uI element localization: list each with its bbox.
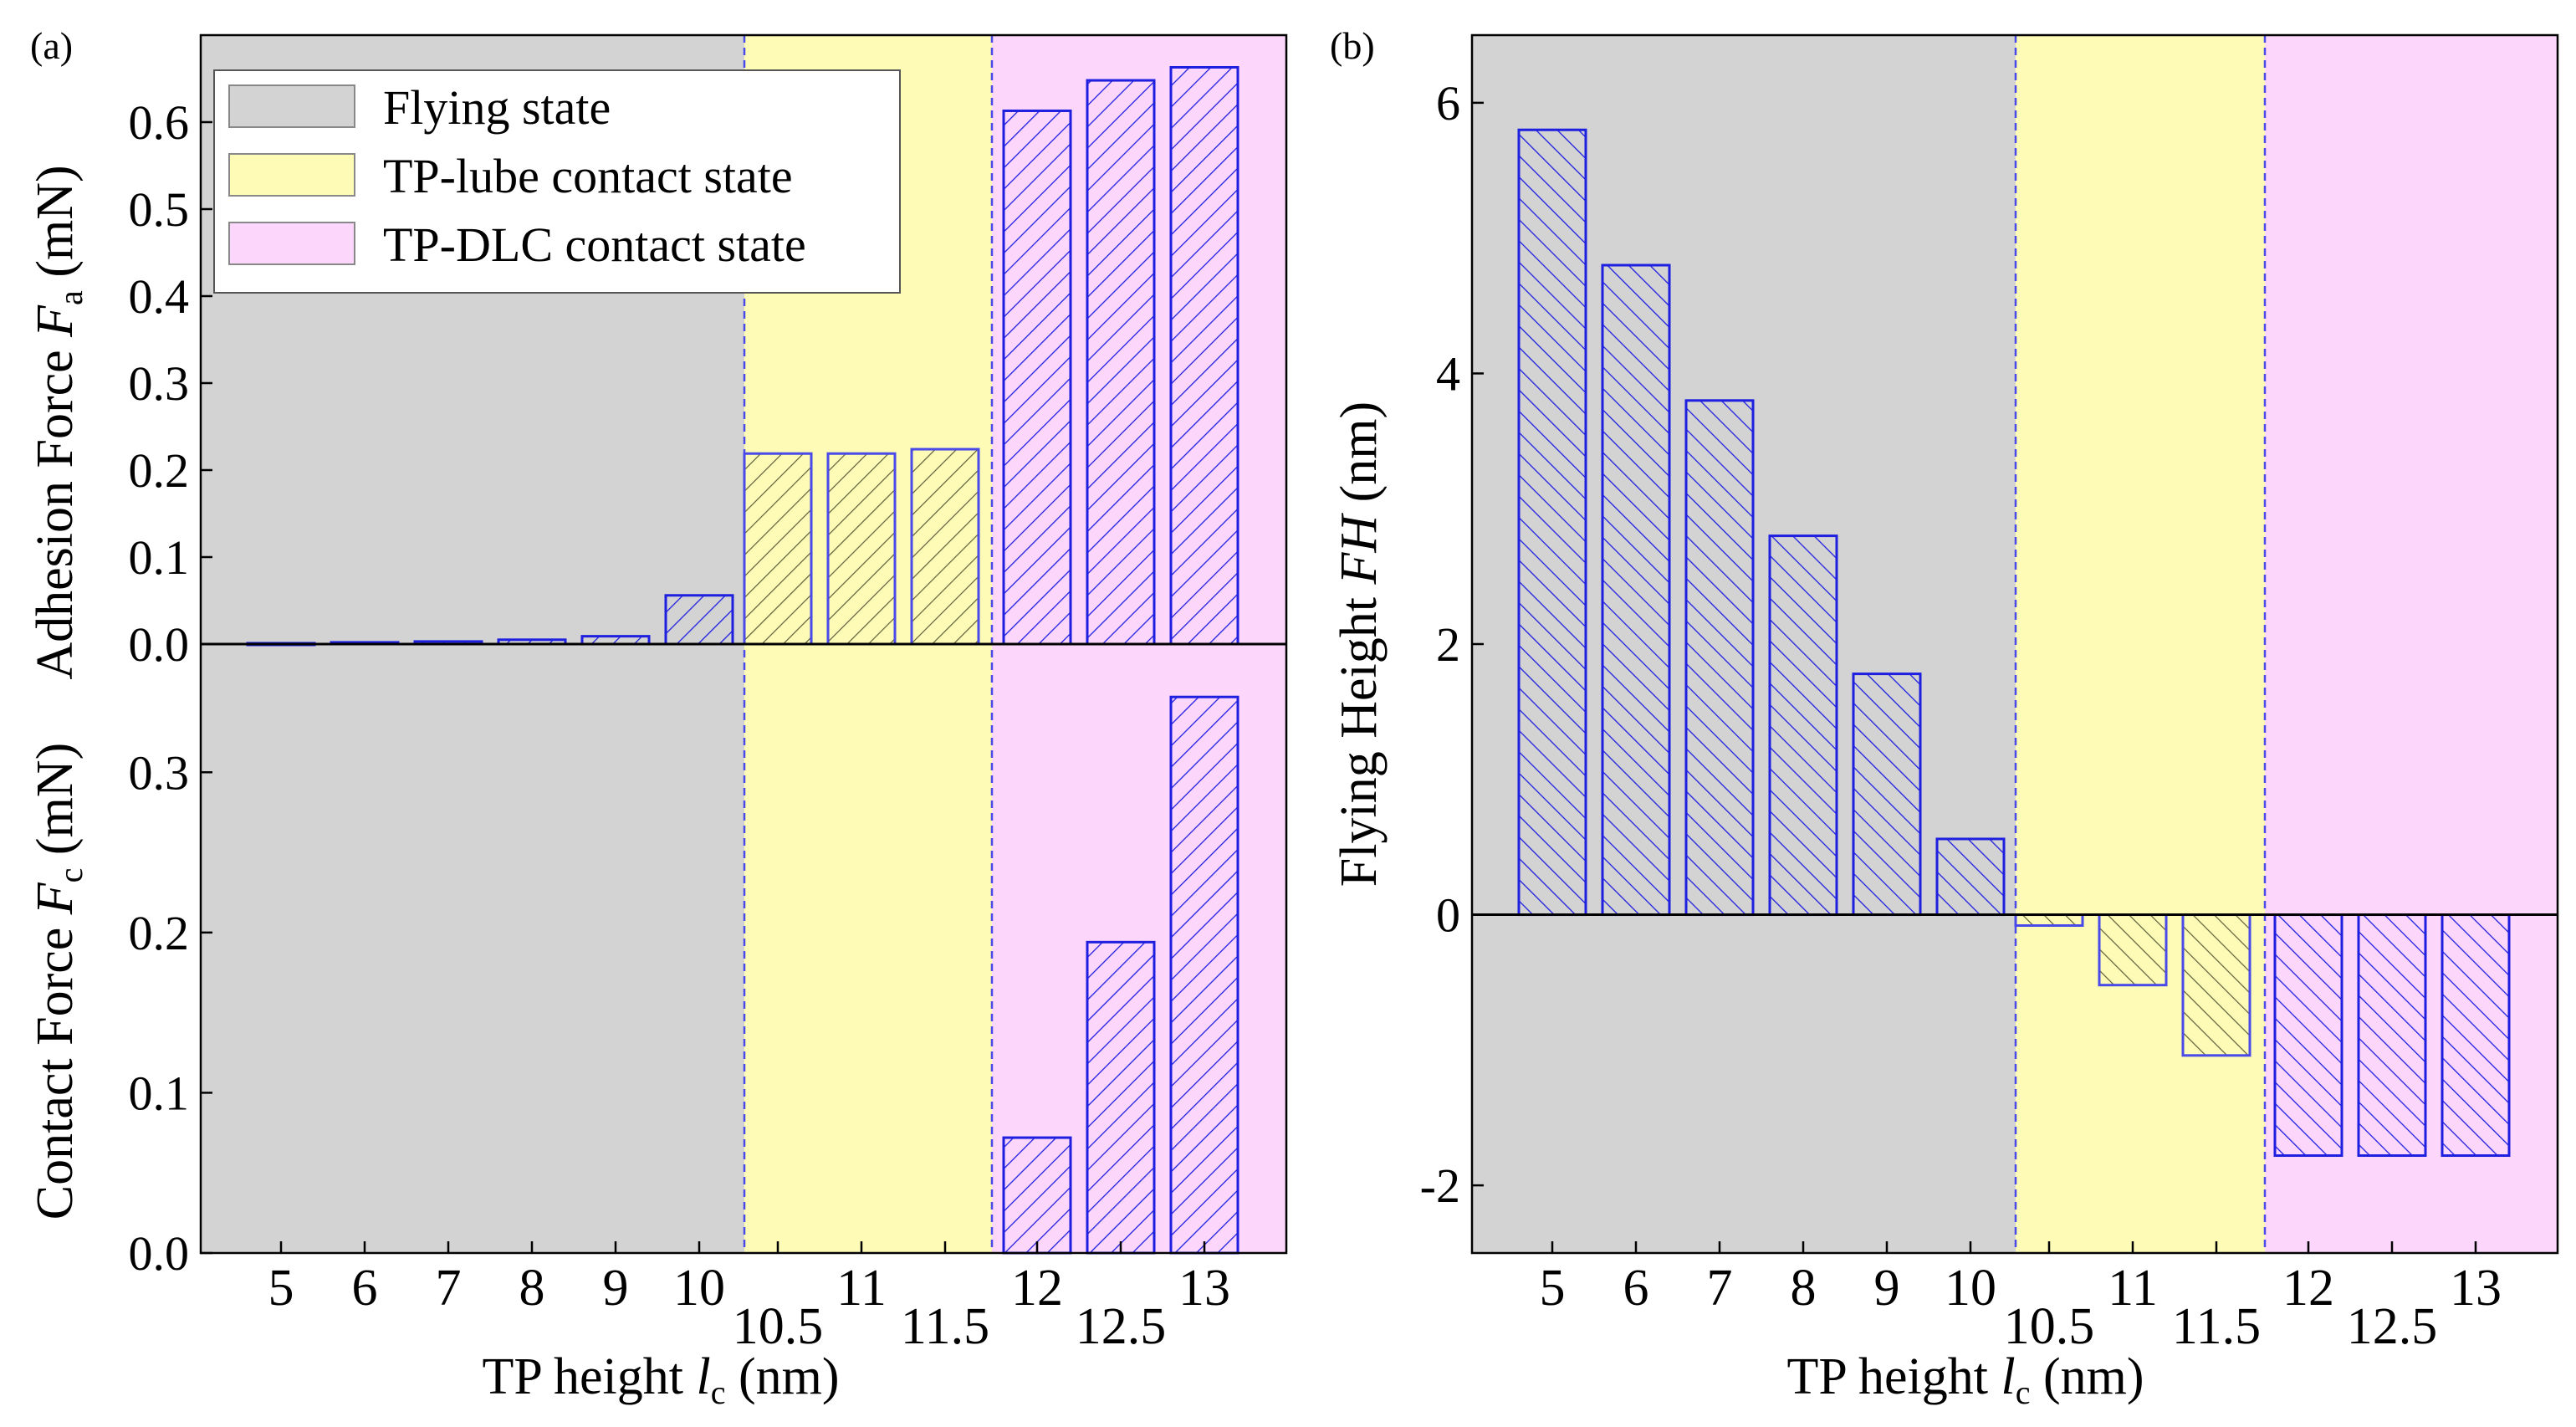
- contact-bar-13: [1169, 695, 1239, 1255]
- flying-height-bar-10: [1935, 837, 2006, 917]
- panel-b-x-tick-label: 10.5: [2004, 1298, 2095, 1355]
- flying-height-y-tick-label: -2: [1420, 1158, 1460, 1213]
- legend-label-lube: TP-lube contact state: [383, 149, 793, 203]
- flying-height-bar-5: [1517, 128, 1587, 917]
- flying-height-bar-12.5: [2357, 913, 2427, 1158]
- adhesion-bar-12.5: [1086, 79, 1156, 646]
- legend-label-dlc: TP-DLC contact state: [383, 217, 806, 272]
- flying-height-bars: [1517, 128, 2511, 1158]
- legend-swatch-lube: [228, 153, 355, 197]
- contact-y-axis-title: Contact Force Fc (mN): [27, 743, 89, 1220]
- panel-b-x-tick-label: 10: [1945, 1260, 1996, 1317]
- flying-height-bar-11.5: [2181, 913, 2251, 1057]
- flying-height-bar-10.5: [2014, 913, 2084, 927]
- adhesion-bar-12: [1002, 109, 1072, 646]
- legend-label-flying: Flying state: [383, 80, 611, 135]
- panel-b-label: (b): [1330, 24, 1375, 67]
- panel-a-label: (a): [30, 24, 73, 67]
- contact-y-tick-label: 0.0: [129, 1226, 190, 1281]
- flying-height-y-tick-label: 0: [1436, 888, 1460, 943]
- legend-swatch-flying: [228, 84, 355, 128]
- flying-height-y-tick-label: 6: [1436, 76, 1460, 130]
- flying-height-bar-7: [1684, 399, 1755, 917]
- panel-a-x-tick-label: 9: [603, 1260, 629, 1317]
- panel-b-x-tick-label: 6: [1623, 1260, 1649, 1317]
- contact-y-ticks: 0.0 0.1 0.2 0.3: [129, 745, 212, 1281]
- adhesion-bars: [246, 65, 1239, 647]
- flying-height-bar-9: [1852, 673, 1922, 917]
- contact-bar-12: [1002, 1136, 1072, 1255]
- contact-y-tick-label: 0.3: [129, 745, 190, 800]
- panel-b-x-tick-label: 5: [1540, 1260, 1566, 1317]
- flying-height-bar-13: [2441, 913, 2511, 1158]
- panel-a-x-axis-title: TP height lc (nm): [482, 1348, 839, 1411]
- panel-a-x-tick-label: 12.5: [1076, 1298, 1167, 1355]
- adhesion-y-tick-label: 0.3: [129, 356, 190, 411]
- panel-b-x-tick-label: 11: [2108, 1260, 2158, 1317]
- panel-a-x-tick-label: 7: [436, 1260, 462, 1317]
- panel-a-x-tick-label: 10: [673, 1260, 725, 1317]
- adhesion-y-axis-title: Adhesion Force Fa (mN): [27, 165, 89, 679]
- panel-b-x-tick-label: 13: [2450, 1260, 2502, 1317]
- panel-b-x-axis-title: TP height lc (nm): [1786, 1348, 2144, 1411]
- flying-height-bar-6: [1601, 263, 1671, 917]
- adhesion-y-tick-label: 0.6: [129, 95, 190, 150]
- panel-b-x-tick-label: 7: [1707, 1260, 1733, 1317]
- contact-bar-12.5: [1086, 940, 1156, 1255]
- contact-y-tick-label: 0.2: [129, 906, 190, 960]
- flying-height-bar-8: [1768, 534, 1838, 917]
- legend-swatch-dlc: [228, 222, 355, 265]
- panel-a-x-tick-label: 12: [1011, 1260, 1063, 1317]
- panel-a-x-tick-label: 11: [836, 1260, 887, 1317]
- flying-height-y-tick-label: 2: [1436, 617, 1460, 672]
- panel-b-x-tick-label: 12.5: [2347, 1298, 2438, 1355]
- flying-height-y-axis-title: Flying Height FH (nm): [1331, 402, 1388, 887]
- flying-height-bar-11: [2098, 913, 2168, 987]
- panel-b-lube-region: [2016, 35, 2265, 1253]
- panel-a-x-tick-label: 10.5: [733, 1298, 824, 1355]
- panel-b-x-tick-label: 11.5: [2172, 1298, 2261, 1355]
- legend: Flying state TP-lube contact state TP-DL…: [213, 69, 901, 294]
- contact-y-tick-label: 0.1: [129, 1066, 190, 1120]
- adhesion-y-ticks: 0.0 0.1 0.2 0.3 0.4 0.5 0.6: [129, 95, 212, 672]
- panel-a-x-tick-label: 13: [1178, 1260, 1230, 1317]
- adhesion-y-tick-label: 0.4: [129, 269, 190, 324]
- adhesion-bar-13: [1169, 65, 1239, 646]
- flying-height-bar-12: [2273, 913, 2343, 1158]
- panel-a-x-tick-label: 11.5: [901, 1298, 989, 1355]
- flying-height-y-tick-label: 4: [1436, 346, 1460, 401]
- flying-height-y-ticks: -2 0 2 4 6: [1420, 76, 1484, 1213]
- panel-a-x-tick-label: 5: [268, 1260, 294, 1317]
- adhesion-y-tick-label: 0.2: [129, 443, 190, 498]
- panel-b-x-tick-label: 9: [1874, 1260, 1900, 1317]
- adhesion-bar-10: [664, 594, 734, 646]
- contact-bars: [1002, 695, 1239, 1255]
- panel-a-x-tick-label: 8: [519, 1260, 545, 1317]
- adhesion-y-tick-label: 0.1: [129, 530, 190, 585]
- adhesion-bar-11: [826, 452, 897, 646]
- adhesion-bar-10.5: [743, 452, 813, 646]
- panel-a-x-tick-label: 6: [352, 1260, 378, 1317]
- panel-b-x-tick-label: 8: [1791, 1260, 1817, 1317]
- adhesion-y-tick-label: 0.0: [129, 617, 190, 672]
- adhesion-y-tick-label: 0.5: [129, 182, 190, 237]
- panel-b-x-tick-label: 12: [2282, 1260, 2334, 1317]
- adhesion-bar-11.5: [910, 448, 980, 646]
